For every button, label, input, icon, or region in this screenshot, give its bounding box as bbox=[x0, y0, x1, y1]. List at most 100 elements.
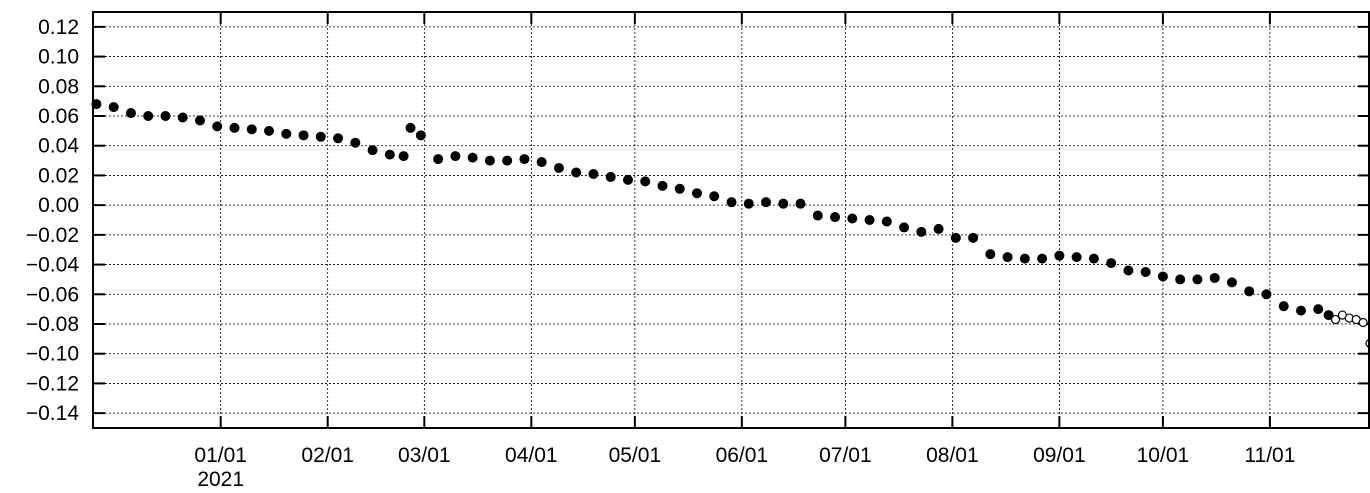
data-point bbox=[125, 108, 136, 119]
data-point bbox=[933, 223, 944, 234]
data-point bbox=[398, 151, 409, 162]
data-point bbox=[1054, 250, 1065, 261]
data-point bbox=[726, 197, 737, 208]
data-point bbox=[212, 121, 223, 132]
data-point bbox=[795, 198, 806, 209]
data-point bbox=[484, 155, 495, 166]
data-point bbox=[467, 152, 478, 163]
data-point bbox=[264, 125, 275, 136]
x-tick-label: 07/01 bbox=[819, 444, 872, 467]
y-tick-label: −0.04 bbox=[26, 254, 79, 277]
data-point bbox=[143, 111, 154, 121]
data-point bbox=[108, 102, 119, 113]
data-point bbox=[899, 222, 910, 233]
data-point bbox=[709, 191, 720, 202]
data-point bbox=[229, 122, 240, 133]
data-point bbox=[674, 183, 685, 194]
x-axis: 2021 01/01 02/01 03/01 04/01 05/01 06/01 07/01… bbox=[194, 12, 1295, 491]
y-axis: 0.12 0.10 0.08 0.06 0.04 0.02 0.00 −0.02 −0.04 −0… bbox=[26, 16, 1370, 425]
data-point bbox=[605, 171, 616, 182]
data-point bbox=[367, 145, 378, 156]
data-point bbox=[502, 155, 513, 166]
grid bbox=[93, 12, 1370, 428]
data-point bbox=[246, 124, 257, 135]
data-point bbox=[916, 226, 927, 237]
data-point bbox=[350, 137, 361, 148]
y-tick-label: −0.06 bbox=[26, 283, 79, 306]
data-point bbox=[1209, 272, 1220, 283]
data-point bbox=[1071, 252, 1082, 263]
data-point bbox=[778, 198, 789, 209]
data-point bbox=[333, 133, 344, 144]
data-point bbox=[657, 180, 668, 191]
y-tick-label: −0.12 bbox=[26, 372, 79, 395]
x-tick-label: 04/01 bbox=[505, 444, 558, 467]
x-tick-label: 05/01 bbox=[609, 444, 662, 467]
data-point bbox=[1019, 253, 1030, 264]
data-point bbox=[864, 215, 875, 225]
x-tick-label: 06/01 bbox=[716, 444, 769, 467]
y-tick-label: −0.10 bbox=[26, 343, 79, 366]
y-tick-label: 0.10 bbox=[38, 46, 79, 69]
y-tick-label: 0.00 bbox=[38, 194, 79, 217]
y-tick-label: −0.08 bbox=[26, 313, 79, 336]
y-tick-label: 0.06 bbox=[38, 105, 79, 128]
data-point bbox=[830, 212, 841, 223]
y-tick-label: −0.14 bbox=[26, 402, 79, 425]
data-point-open bbox=[1330, 314, 1341, 325]
data-point bbox=[985, 249, 996, 260]
data-point bbox=[1175, 274, 1186, 285]
data-point bbox=[968, 232, 979, 243]
data-point bbox=[450, 151, 461, 162]
data-point bbox=[1244, 286, 1255, 297]
data-points bbox=[91, 99, 1370, 348]
data-point bbox=[1226, 277, 1237, 288]
x-tick-label: 11/01 bbox=[1244, 444, 1295, 467]
data-point bbox=[1037, 253, 1048, 264]
data-point bbox=[405, 122, 416, 133]
x-tick-label: 03/01 bbox=[398, 444, 451, 467]
data-point bbox=[1002, 252, 1013, 263]
data-point bbox=[950, 232, 961, 243]
data-point bbox=[281, 128, 292, 139]
data-point bbox=[415, 130, 426, 141]
data-point bbox=[177, 112, 188, 123]
plot-frame bbox=[92, 11, 1370, 429]
data-point bbox=[1261, 289, 1272, 300]
data-point bbox=[1192, 274, 1203, 285]
data-point bbox=[1088, 253, 1099, 264]
x-tick-label: 02/01 bbox=[301, 444, 354, 467]
data-point bbox=[761, 197, 772, 208]
x-axis-year-label: 2021 bbox=[197, 468, 244, 491]
data-point bbox=[622, 174, 633, 185]
data-point bbox=[881, 216, 892, 227]
data-point bbox=[847, 213, 858, 224]
y-tick-label: 0.08 bbox=[38, 75, 79, 98]
data-point-open bbox=[1358, 317, 1368, 328]
x-tick-label: 10/01 bbox=[1137, 444, 1190, 467]
data-point bbox=[691, 188, 702, 199]
y-tick-label: 0.04 bbox=[38, 135, 79, 158]
y-tick-label: 0.12 bbox=[38, 16, 79, 39]
data-point bbox=[812, 210, 823, 221]
data-point bbox=[298, 130, 309, 141]
data-point bbox=[160, 111, 171, 121]
data-point bbox=[1123, 265, 1134, 276]
data-point bbox=[433, 154, 444, 165]
data-point bbox=[315, 131, 326, 142]
data-point bbox=[536, 157, 547, 168]
data-point bbox=[1295, 305, 1306, 316]
data-point bbox=[1323, 310, 1334, 321]
data-point bbox=[571, 167, 582, 178]
data-point bbox=[384, 149, 395, 160]
x-tick-label: 08/01 bbox=[926, 444, 979, 467]
data-point bbox=[1140, 267, 1151, 277]
y-tick-label: −0.02 bbox=[26, 224, 79, 247]
data-point bbox=[194, 115, 205, 126]
data-point bbox=[1278, 301, 1289, 312]
data-point bbox=[640, 176, 651, 187]
data-point bbox=[588, 168, 599, 179]
data-point bbox=[743, 198, 754, 209]
data-point bbox=[1313, 304, 1324, 315]
